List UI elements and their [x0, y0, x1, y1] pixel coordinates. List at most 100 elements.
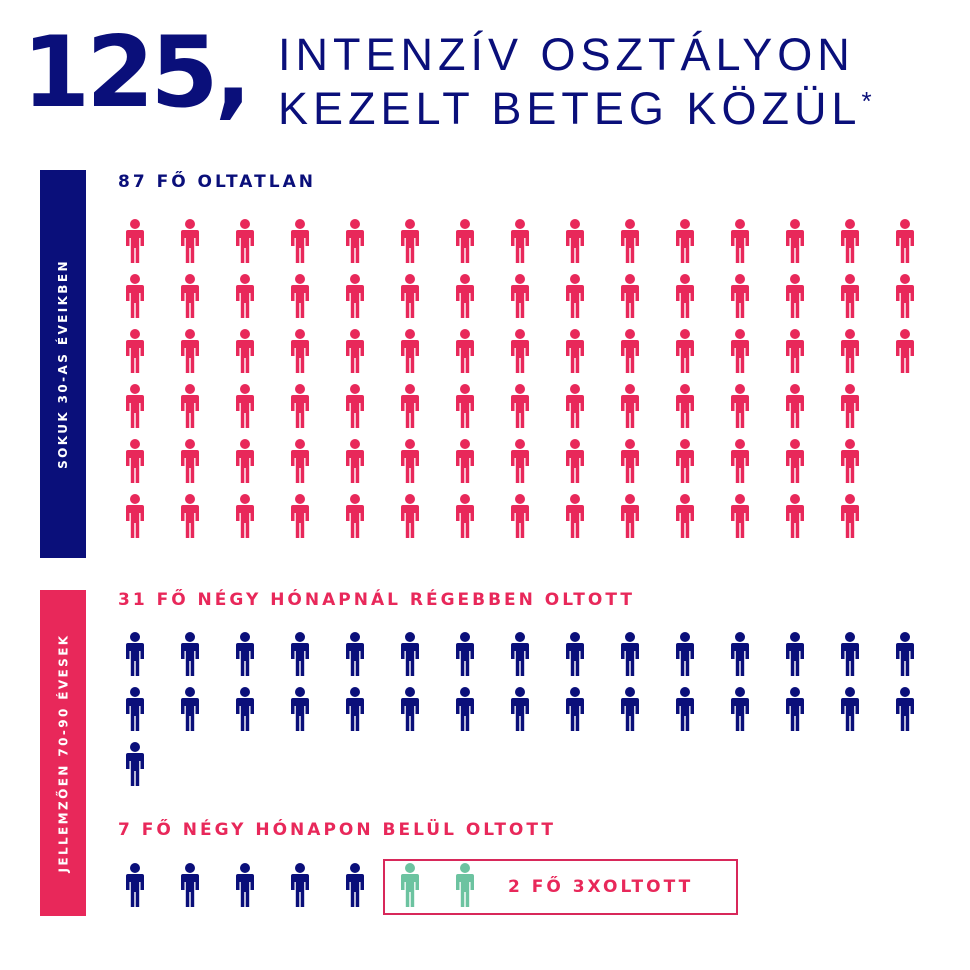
- person-icon-unvaccinated: [786, 219, 804, 263]
- person-icon-unvaccinated: [346, 384, 364, 428]
- person-icon-unvaccinated: [346, 274, 364, 318]
- person-icon-unvaccinated: [456, 439, 474, 483]
- person-icon-vaccinated-older: [456, 632, 474, 676]
- person-icon-vaccinated-older: [841, 632, 859, 676]
- person-icon-unvaccinated: [841, 274, 859, 318]
- person-icon-unvaccinated: [786, 439, 804, 483]
- person-icon-unvaccinated: [566, 329, 584, 373]
- person-icon-unvaccinated: [841, 219, 859, 263]
- person-icon-vaccinated-older: [566, 687, 584, 731]
- person-icon-vaccinated-recent: [291, 863, 309, 907]
- person-icon-unvaccinated: [786, 384, 804, 428]
- person-icon-unvaccinated: [291, 494, 309, 538]
- person-icon-vaccinated-older: [291, 632, 309, 676]
- person-icon-unvaccinated: [236, 329, 254, 373]
- person-icon-unvaccinated: [786, 329, 804, 373]
- person-icon-unvaccinated: [236, 439, 254, 483]
- person-icon-unvaccinated: [291, 439, 309, 483]
- person-icon-vaccinated-older: [896, 687, 914, 731]
- headline-line-2: KEZELT BETEG KÖZÜL*: [278, 78, 872, 132]
- person-icon-unvaccinated: [566, 274, 584, 318]
- person-icon-unvaccinated: [896, 329, 914, 373]
- person-icon-vaccinated-older: [676, 632, 694, 676]
- headline: INTENZÍV OSZTÁLYON KEZELT BETEG KÖZÜL*: [278, 32, 872, 132]
- person-icon-vaccinated-older: [511, 687, 529, 731]
- person-icon-vaccinated-older: [181, 632, 199, 676]
- group-label-unvaccinated: 87 FŐ OLTATLAN: [118, 172, 316, 192]
- person-icon-unvaccinated: [731, 274, 749, 318]
- person-icon-unvaccinated: [181, 439, 199, 483]
- person-icon-unvaccinated: [731, 494, 749, 538]
- sidebar-age-70-90: JELLEMZŐEN 70-90 ÉVESEK: [40, 590, 86, 916]
- person-icon-unvaccinated: [566, 494, 584, 538]
- person-icon-unvaccinated: [126, 384, 144, 428]
- person-icon-unvaccinated: [896, 274, 914, 318]
- person-icon-unvaccinated: [346, 439, 364, 483]
- person-icon-unvaccinated: [236, 274, 254, 318]
- person-icon-unvaccinated: [566, 384, 584, 428]
- person-icon-unvaccinated: [676, 329, 694, 373]
- person-icon-unvaccinated: [511, 274, 529, 318]
- person-icon-vaccinated-older: [236, 632, 254, 676]
- person-icon-unvaccinated: [291, 384, 309, 428]
- person-icon-unvaccinated: [346, 329, 364, 373]
- person-icon-unvaccinated: [401, 384, 419, 428]
- person-icon-unvaccinated: [181, 494, 199, 538]
- booster-callout-box: [383, 859, 738, 915]
- person-icon-unvaccinated: [841, 384, 859, 428]
- person-icon-vaccinated-older: [621, 687, 639, 731]
- person-icon-unvaccinated: [236, 384, 254, 428]
- person-icon-unvaccinated: [731, 384, 749, 428]
- person-icon-unvaccinated: [676, 274, 694, 318]
- person-icon-unvaccinated: [731, 219, 749, 263]
- total-number: 125,: [22, 16, 252, 130]
- person-icon-unvaccinated: [676, 494, 694, 538]
- person-icon-vaccinated-older: [126, 632, 144, 676]
- person-icon-unvaccinated: [401, 219, 419, 263]
- person-icon-unvaccinated: [786, 494, 804, 538]
- person-icon-unvaccinated: [291, 329, 309, 373]
- person-icon-unvaccinated: [511, 384, 529, 428]
- person-icon-unvaccinated: [676, 384, 694, 428]
- person-icon-unvaccinated: [621, 384, 639, 428]
- person-icon-unvaccinated: [181, 219, 199, 263]
- person-icon-unvaccinated: [346, 219, 364, 263]
- person-icon-unvaccinated: [731, 439, 749, 483]
- person-icon-vaccinated-older: [621, 632, 639, 676]
- person-icon-vaccinated-older: [291, 687, 309, 731]
- person-icon-unvaccinated: [456, 384, 474, 428]
- person-icon-unvaccinated: [621, 219, 639, 263]
- person-icon-vaccinated-recent: [181, 863, 199, 907]
- booster-label: 2 FŐ 3XOLTOTT: [508, 877, 694, 897]
- person-icon-unvaccinated: [126, 274, 144, 318]
- person-icon-vaccinated-older: [401, 632, 419, 676]
- person-icon-unvaccinated: [511, 329, 529, 373]
- person-icon-vaccinated-older: [236, 687, 254, 731]
- person-icon-unvaccinated: [786, 274, 804, 318]
- person-icon-vaccinated-older: [126, 687, 144, 731]
- person-icon-unvaccinated: [291, 219, 309, 263]
- person-icon-vaccinated-recent: [346, 863, 364, 907]
- person-icon-boosted: [456, 863, 474, 907]
- person-icon-vaccinated-older: [126, 742, 144, 786]
- person-icon-unvaccinated: [126, 219, 144, 263]
- person-icon-unvaccinated: [401, 274, 419, 318]
- person-icon-vaccinated-older: [896, 632, 914, 676]
- person-icon-vaccinated-older: [456, 687, 474, 731]
- person-icon-vaccinated-older: [731, 687, 749, 731]
- person-icon-vaccinated-older: [401, 687, 419, 731]
- person-icon-unvaccinated: [621, 439, 639, 483]
- person-icon-vaccinated-older: [346, 632, 364, 676]
- person-icon-unvaccinated: [676, 439, 694, 483]
- person-icon-vaccinated-older: [731, 632, 749, 676]
- person-icon-unvaccinated: [126, 494, 144, 538]
- person-icon-vaccinated-older: [786, 632, 804, 676]
- person-icon-unvaccinated: [181, 329, 199, 373]
- person-icon-unvaccinated: [456, 219, 474, 263]
- person-icon-unvaccinated: [511, 219, 529, 263]
- person-icon-unvaccinated: [511, 439, 529, 483]
- person-icon-unvaccinated: [621, 329, 639, 373]
- person-icon-unvaccinated: [841, 329, 859, 373]
- headline-line-2-text: KEZELT BETEG KÖZÜL: [278, 83, 862, 134]
- person-icon-unvaccinated: [126, 329, 144, 373]
